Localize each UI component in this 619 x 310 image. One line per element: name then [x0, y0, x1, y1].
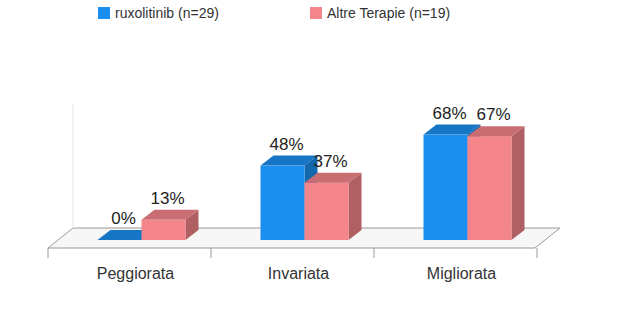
category-separator: [374, 248, 375, 258]
legend-swatch: [98, 7, 110, 19]
data-label: 37%: [313, 152, 347, 171]
bar: [468, 126, 525, 240]
data-label: 68%: [432, 104, 466, 123]
bar-front: [261, 166, 305, 240]
value-axis-line: [73, 104, 74, 228]
chart-svg: Peggiorata Invariata Migliorata 0% 48% 68% 13%…: [0, 0, 619, 310]
bar-front: [468, 136, 512, 240]
data-label: 13%: [150, 189, 184, 208]
bar-top: [468, 126, 525, 136]
data-label: 48%: [269, 135, 303, 154]
bar: [142, 210, 199, 240]
data-label: 0%: [111, 209, 136, 228]
chart-root: Peggiorata Invariata Migliorata 0% 48% 68% 13%…: [0, 0, 619, 310]
legend-label: ruxolitinib (n=29): [115, 5, 219, 21]
x-tick-label: Invariata: [268, 265, 329, 282]
data-labels: 0% 48% 68% 13% 37% 67%: [111, 104, 510, 228]
bars: [98, 125, 525, 240]
bar-top: [305, 173, 362, 183]
bar-top: [261, 156, 318, 166]
category-separator: [48, 248, 49, 258]
bar-front: [424, 135, 468, 240]
bar-side: [512, 126, 525, 240]
category-separator: [537, 248, 538, 258]
bar-front: [142, 220, 186, 240]
category-separator: [211, 248, 212, 258]
legend-swatch: [310, 7, 322, 19]
x-tick-label: Peggiorata: [97, 265, 174, 282]
legend-label: Altre Terapie (n=19): [327, 5, 450, 21]
bar: [305, 173, 362, 240]
legend: ruxolitinib (n=29) Altre Terapie (n=19): [98, 5, 450, 21]
x-tick-label: Migliorata: [427, 265, 496, 282]
bar-front: [305, 183, 349, 240]
bar-top: [142, 210, 199, 220]
bar-side: [349, 173, 362, 240]
data-label: 67%: [476, 105, 510, 124]
